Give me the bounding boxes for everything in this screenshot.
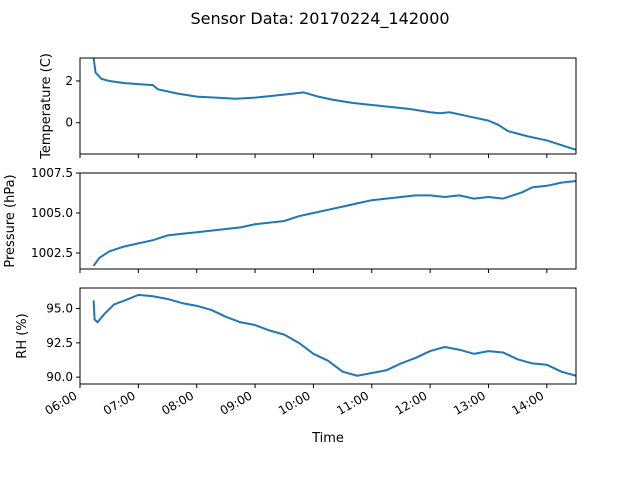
pressure-y-axis-label: Pressure (hPa) — [3, 174, 18, 267]
temperature-y-tick-label: 0 — [65, 116, 73, 130]
temperature-series-line — [92, 57, 577, 151]
figure-title: Sensor Data: 20170224_142000 — [190, 9, 449, 29]
pressure-axes-frame — [79, 172, 577, 270]
pressure-panel: 1007.5 1005.0 1002.5 Pressure (hPa) — [3, 166, 577, 273]
rh-series-line — [92, 293, 577, 377]
pressure-series-line — [92, 180, 577, 267]
temperature-y-axis-label: Temperature (C) — [39, 53, 54, 160]
temperature-panel: 2 0 Temperature (C) — [39, 53, 577, 160]
rh-y-axis-label: RH (%) — [15, 313, 30, 358]
pressure-y-tick-label: 1002.5 — [31, 246, 73, 260]
rh-y-tick-label: 95.0 — [46, 302, 73, 316]
pressure-y-tick-label: 1005.0 — [31, 206, 73, 220]
x-axis-label: Time — [311, 431, 344, 446]
temperature-axes-frame — [79, 57, 577, 155]
rh-y-tick-label: 90.0 — [46, 370, 73, 384]
rh-axes-frame — [79, 287, 577, 385]
rh-y-tick-label: 92.5 — [46, 336, 73, 350]
pressure-y-tick-label: 1007.5 — [31, 166, 73, 180]
temperature-y-tick-label: 2 — [65, 74, 73, 88]
